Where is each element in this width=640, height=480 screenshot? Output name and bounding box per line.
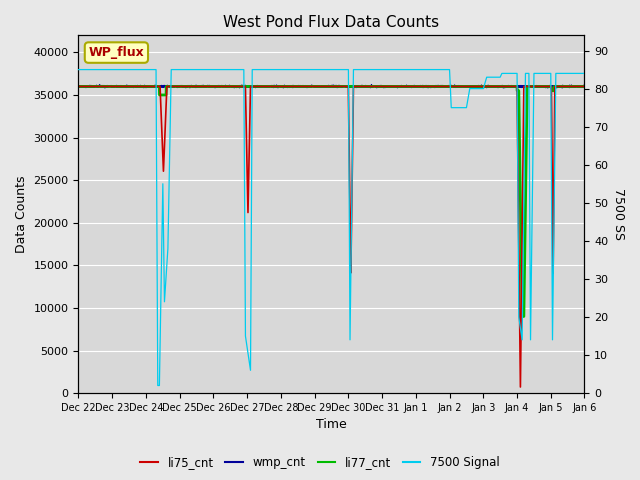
Title: West Pond Flux Data Counts: West Pond Flux Data Counts: [223, 15, 440, 30]
Text: WP_flux: WP_flux: [88, 46, 144, 59]
X-axis label: Time: Time: [316, 419, 347, 432]
Legend: li75_cnt, wmp_cnt, li77_cnt, 7500 Signal: li75_cnt, wmp_cnt, li77_cnt, 7500 Signal: [136, 452, 504, 474]
Y-axis label: 7500 SS: 7500 SS: [612, 188, 625, 240]
Y-axis label: Data Counts: Data Counts: [15, 176, 28, 253]
